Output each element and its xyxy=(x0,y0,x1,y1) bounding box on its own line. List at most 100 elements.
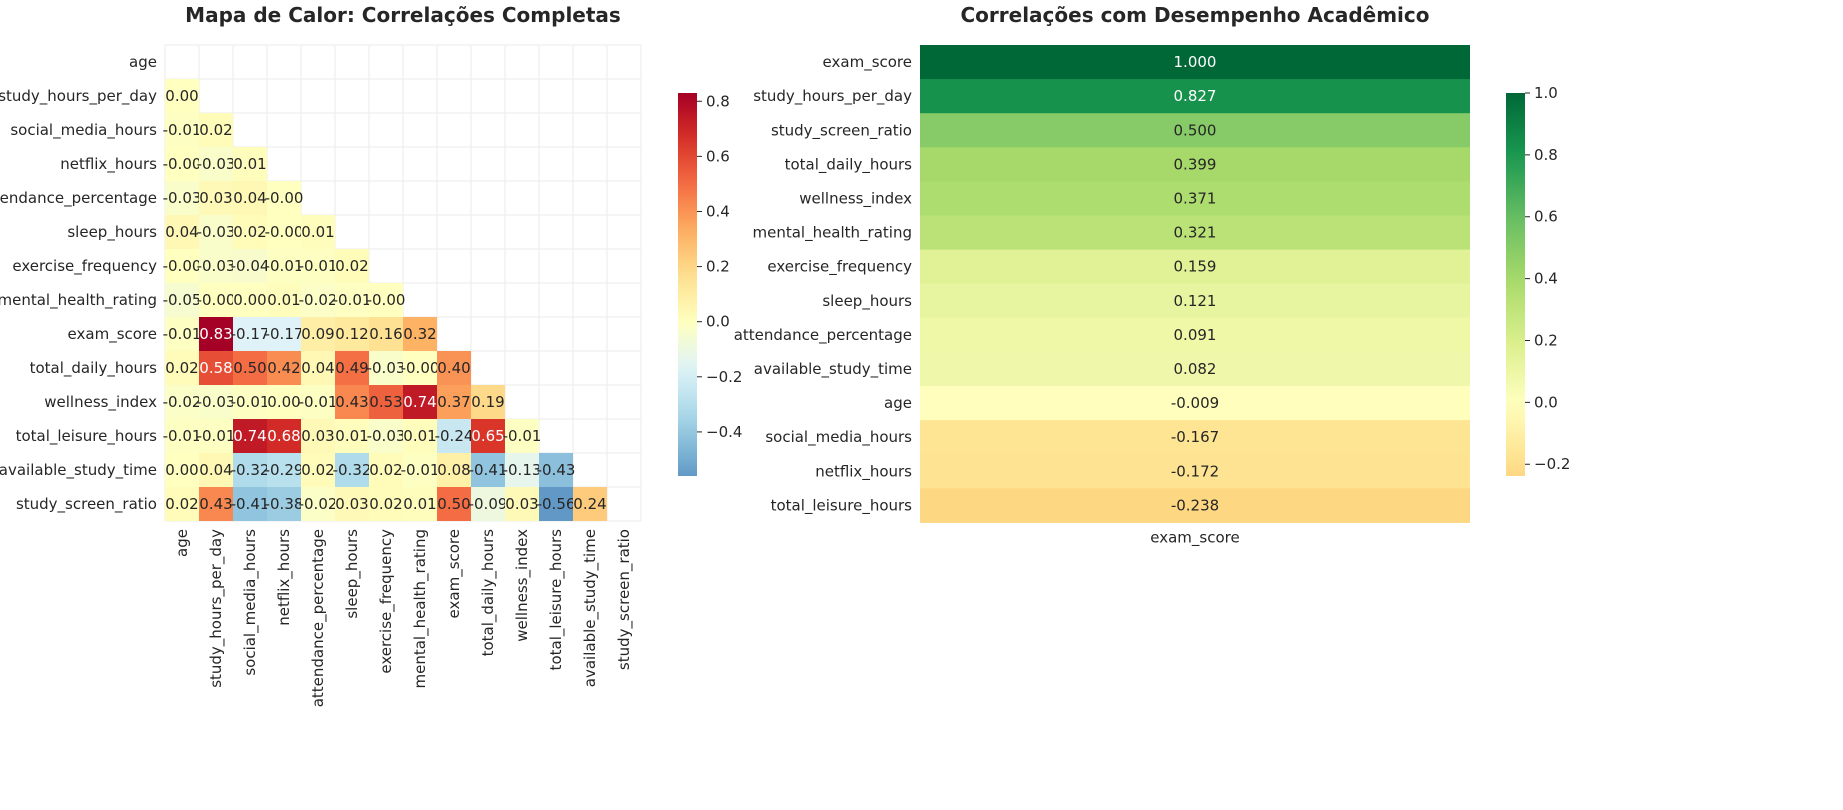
cell-label: -0.05 xyxy=(163,291,202,309)
cell-label: -0.03 xyxy=(197,223,236,241)
y-tick-label: sleep_hours xyxy=(822,292,912,311)
colorbar-tick-label: 0.4 xyxy=(1534,270,1558,288)
cell-label: 0.03 xyxy=(335,495,368,513)
cell-label: 0.37 xyxy=(437,393,470,411)
heatmap-cell xyxy=(369,283,403,317)
heatmap-cell xyxy=(335,351,369,385)
heatmap-cell xyxy=(267,487,301,521)
heatmap-cell xyxy=(301,283,335,317)
colorbar-tick-label: 0.4 xyxy=(706,202,730,220)
cell-label: 0.03 xyxy=(199,189,232,207)
cell-label: -0.01 xyxy=(299,257,338,275)
colorbar-tick-label: 0.2 xyxy=(1534,331,1558,349)
colorbar-tick-label: 0.8 xyxy=(706,92,730,110)
cell-label: -0.01 xyxy=(231,393,270,411)
heatmap-cell xyxy=(471,419,505,453)
heatmap-cell xyxy=(199,181,233,215)
heatmap-cell xyxy=(233,385,267,419)
heatmap-cell xyxy=(301,317,335,351)
heatmap-cell xyxy=(471,487,505,521)
heatmap-cell xyxy=(369,385,403,419)
cell-label: -0.02 xyxy=(299,495,338,513)
cell-label: -0.03 xyxy=(367,359,406,377)
heatmap-cell xyxy=(437,351,471,385)
heatmap-cell xyxy=(267,351,301,385)
x-tick-label: total_daily_hours xyxy=(479,529,498,657)
cell-label: -0.167 xyxy=(1171,428,1219,446)
heatmap-cell xyxy=(403,351,437,385)
cell-label: 0.49 xyxy=(335,359,368,377)
heatmap-cell xyxy=(233,215,267,249)
heatmap-cell xyxy=(403,453,437,487)
y-tick-label: sleep_hours xyxy=(67,223,157,242)
heatmap-cell xyxy=(199,113,233,147)
cell-label: 0.00 xyxy=(165,87,198,105)
y-tick-label: study_screen_ratio xyxy=(771,121,912,140)
y-tick-label: wellness_index xyxy=(799,189,912,208)
cell-label: 0.83 xyxy=(199,325,232,343)
cell-label: -0.17 xyxy=(265,325,304,343)
heatmap-cell xyxy=(267,419,301,453)
heatmap-cell xyxy=(199,487,233,521)
cell-label: 0.19 xyxy=(471,393,504,411)
cell-label: 0.74 xyxy=(403,393,436,411)
heatmap-cell xyxy=(199,419,233,453)
cell-label: 0.00 xyxy=(165,461,198,479)
cell-label: -0.41 xyxy=(231,495,270,513)
cell-label: 0.32 xyxy=(403,325,436,343)
x-tick-label: available_study_time xyxy=(581,529,600,687)
colorbar-tick-label: 0.6 xyxy=(706,147,730,165)
heatmap-cell xyxy=(920,386,1470,421)
heatmap-cell xyxy=(920,181,1470,216)
y-tick-label: study_screen_ratio xyxy=(16,495,157,514)
heatmap-cell xyxy=(233,317,267,351)
heatmap-cell xyxy=(920,147,1470,182)
cell-label: -0.00 xyxy=(401,359,440,377)
cell-label: -0.03 xyxy=(197,393,236,411)
cell-label: -0.13 xyxy=(503,461,542,479)
y-tick-label: total_leisure_hours xyxy=(771,496,913,515)
heatmap-cell xyxy=(199,351,233,385)
cell-label: -0.03 xyxy=(367,427,406,445)
cell-label: 0.53 xyxy=(369,393,402,411)
cell-label: 0.02 xyxy=(335,257,368,275)
heatmap-cell xyxy=(165,283,199,317)
heatmap-cell xyxy=(233,283,267,317)
heatmap-cell xyxy=(335,283,369,317)
cell-label: -0.03 xyxy=(197,257,236,275)
heatmap-cell xyxy=(301,215,335,249)
cell-label: 0.01 xyxy=(335,427,368,445)
y-tick-label: netflix_hours xyxy=(60,155,157,174)
cell-label: -0.03 xyxy=(163,189,202,207)
cell-label: 0.02 xyxy=(233,223,266,241)
cell-label: 0.04 xyxy=(301,359,334,377)
cell-label: 0.02 xyxy=(301,461,334,479)
cell-label: 0.00 xyxy=(233,291,266,309)
cell-label: 0.082 xyxy=(1174,360,1217,378)
heatmap-cell xyxy=(267,215,301,249)
cell-label: 0.01 xyxy=(403,427,436,445)
cell-label: 0.65 xyxy=(471,427,504,445)
heatmap-cell xyxy=(369,419,403,453)
y-tick-label: total_daily_hours xyxy=(785,155,913,174)
heatmap-cell xyxy=(233,419,267,453)
heatmap-cell xyxy=(920,215,1470,251)
cell-label: 0.50 xyxy=(233,359,266,377)
cell-label: 0.42 xyxy=(267,359,300,377)
heatmap-cell xyxy=(437,385,471,419)
cell-label: -0.01 xyxy=(299,393,338,411)
cell-label: -0.02 xyxy=(163,393,202,411)
heatmap-cell xyxy=(267,453,301,487)
heatmap-cell xyxy=(471,453,505,487)
y-tick-label: total_daily_hours xyxy=(30,359,158,378)
heatmap-cell xyxy=(301,419,335,453)
colorbar-tick-label: 1.0 xyxy=(1534,84,1558,102)
heatmap-cell xyxy=(335,487,369,521)
heatmap-cell xyxy=(199,215,233,249)
y-tick-label: exam_score xyxy=(68,325,157,344)
x-tick-label: attendance_percentage xyxy=(309,529,328,707)
cell-label: -0.32 xyxy=(333,461,372,479)
heatmap-cell xyxy=(437,453,471,487)
cell-label: 0.04 xyxy=(165,223,198,241)
y-tick-label: attendance_percentage xyxy=(734,326,912,345)
